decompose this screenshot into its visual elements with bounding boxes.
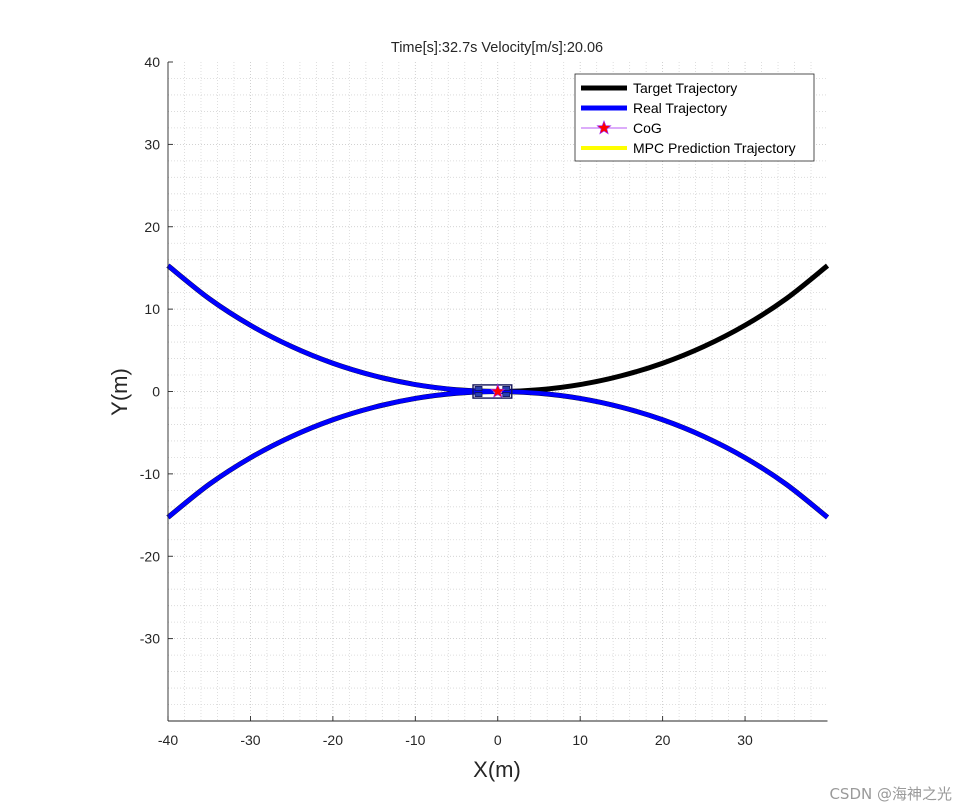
vehicle-wheel <box>502 386 511 391</box>
x-tick-label: 20 <box>655 732 671 748</box>
y-tick-label: -20 <box>140 548 160 564</box>
watermark-text: CSDN @海神之光 <box>829 785 952 803</box>
x-tick-label: -30 <box>240 732 260 748</box>
y-tick-label: 30 <box>144 136 160 152</box>
legend-label-real-trajectory: Real Trajectory <box>633 100 727 116</box>
x-tick-label: 0 <box>494 732 502 748</box>
vehicle-wheel <box>474 392 483 397</box>
vehicle-body <box>472 384 513 399</box>
legend-label-cog: CoG <box>633 120 662 136</box>
y-axis-label: Y(m) <box>107 368 132 416</box>
vehicle-wheel <box>474 386 483 391</box>
legend[interactable]: Target Trajectory Real Trajectory CoG MP… <box>574 73 815 162</box>
vehicle-wheel <box>502 392 511 397</box>
legend-label-mpc-prediction: MPC Prediction Trajectory <box>633 140 796 156</box>
real-trajectory-line-upper-left <box>166 263 498 394</box>
x-tick-label: -20 <box>323 732 343 748</box>
axis-layer: -40 -30 -20 -10 0 10 20 30 -30 -20 -10 0 10 20 30 40 <box>140 54 828 748</box>
y-tick-label: -10 <box>140 466 160 482</box>
y-tick-label: 40 <box>144 54 160 70</box>
x-tick-label: -40 <box>158 732 178 748</box>
chart-title: Time[s]:32.7s Velocity[m/s]:20.06 <box>391 40 603 56</box>
legend-label-target-trajectory: Target Trajectory <box>633 80 737 96</box>
cog-star-marker <box>490 383 506 398</box>
legend-samples <box>581 85 627 150</box>
y-tick-label: 20 <box>144 219 160 235</box>
x-tick-label: -10 <box>405 732 425 748</box>
x-tick-label: 30 <box>737 732 753 748</box>
x-axis-label: X(m) <box>473 757 521 782</box>
x-tick-label: 10 <box>572 732 588 748</box>
y-tick-label: -30 <box>140 631 160 647</box>
y-tick-label: 0 <box>152 384 160 400</box>
legend-sample-cog-star <box>596 120 612 135</box>
vehicle-layer <box>472 383 513 399</box>
y-tick-label: 10 <box>144 301 160 317</box>
